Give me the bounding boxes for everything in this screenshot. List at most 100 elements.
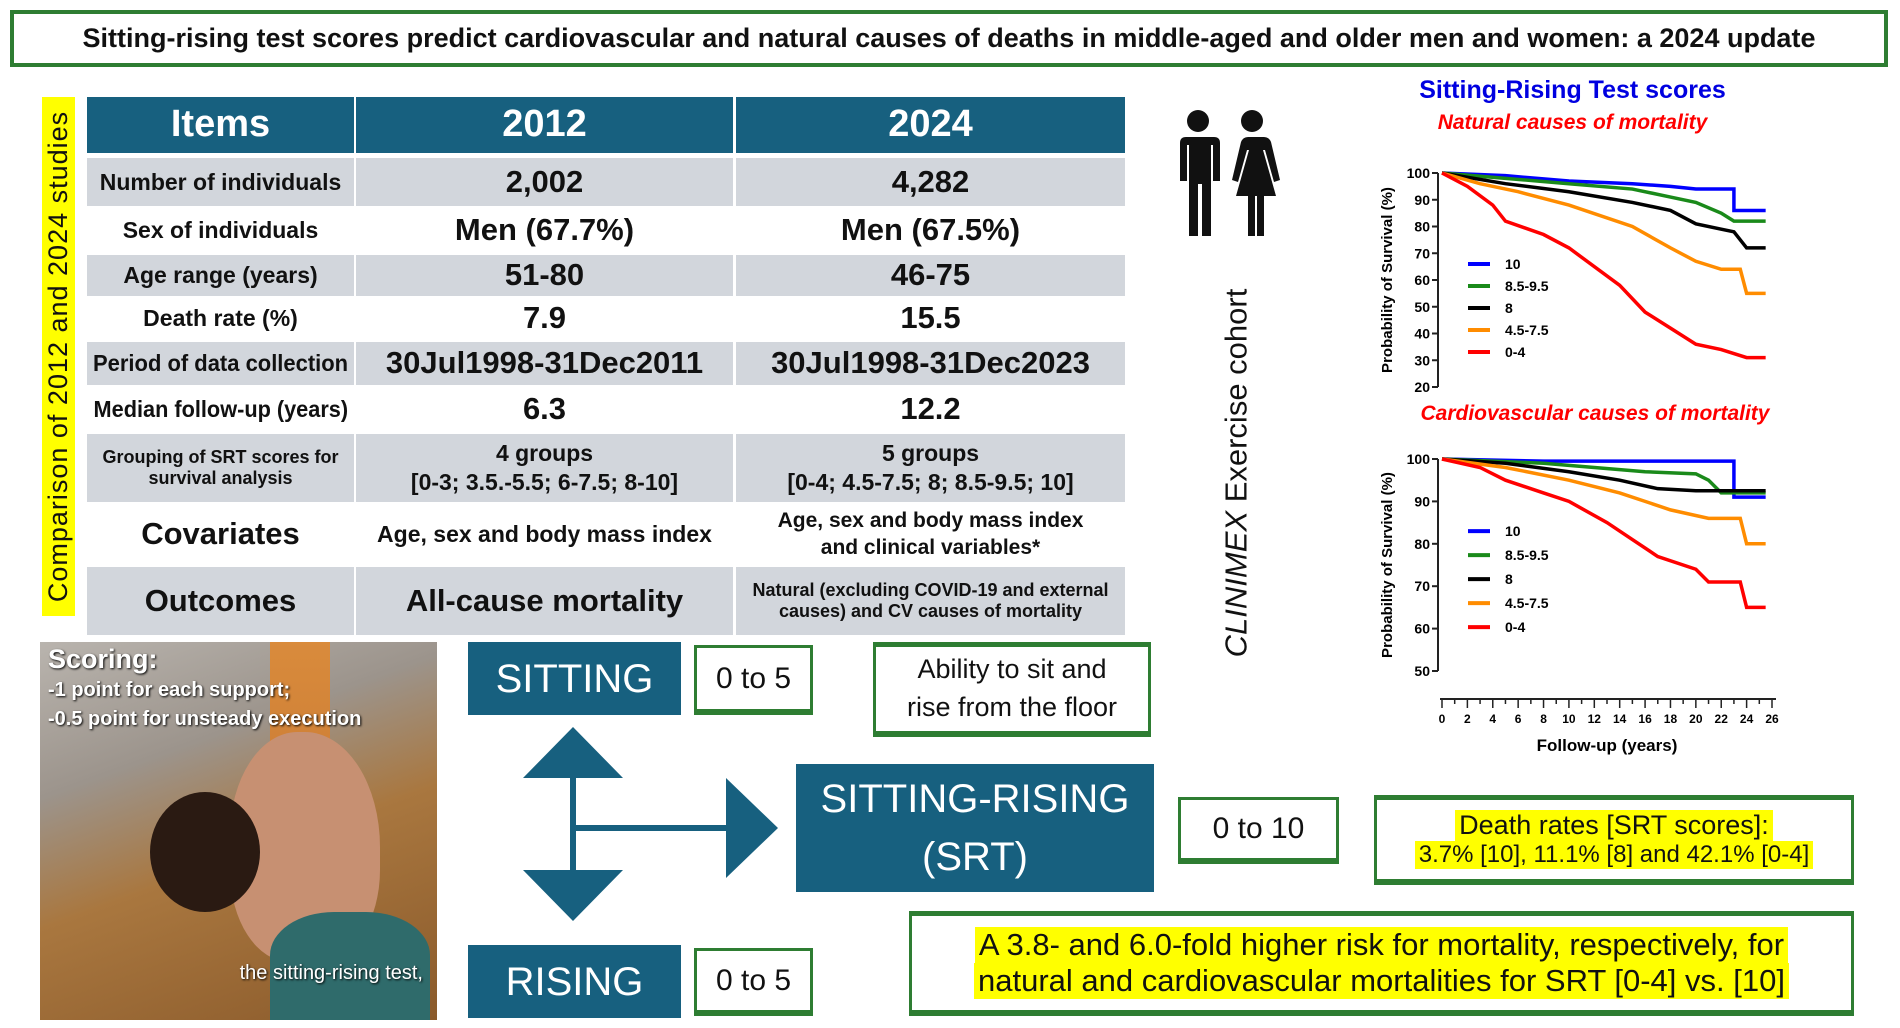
srt-line-2: (SRT) xyxy=(922,835,1028,879)
table-cell-2024: 4,282 xyxy=(736,158,1125,206)
table-header-1-text: 2012 xyxy=(502,103,587,146)
sitting-range-label: 0 to 5 xyxy=(715,661,792,695)
risk-box: A 3.8- and 6.0-fold higher risk for mort… xyxy=(909,911,1854,1016)
table-cell-2024-text: and clinical variables* xyxy=(820,535,1041,559)
table-row-label-text: Grouping of SRT scores for survival anal… xyxy=(102,447,339,488)
x-tick-label: 22 xyxy=(1715,712,1729,726)
table-cell-2012: 51-80 xyxy=(356,255,733,296)
srt-box: SITTING-RISING (SRT) xyxy=(796,764,1154,892)
legend-label: 0-4 xyxy=(1505,344,1525,360)
arrows-diagram xyxy=(523,727,778,921)
rising-box: RISING xyxy=(468,945,681,1018)
man-woman-icon xyxy=(1180,110,1280,236)
death-rates-box: Death rates [SRT scores]: 3.7% [10], 11.1… xyxy=(1374,795,1854,885)
side-label: Comparison of 2012 and 2024 studies xyxy=(42,97,75,616)
scoring-title: Scoring: xyxy=(48,644,158,674)
table-row-label: Death rate (%) xyxy=(87,298,354,339)
risk-line-2: natural and cardiovascular mortalities f… xyxy=(974,963,1789,999)
table-row-label: Grouping of SRT scores for survival anal… xyxy=(87,434,354,502)
sitting-label: SITTING xyxy=(495,656,654,701)
table-cell-2024: Age, sex and body mass index and clinical… xyxy=(736,504,1125,565)
y-tick-label: 60 xyxy=(1414,621,1430,637)
table-row-label: Number of individuals xyxy=(87,158,354,206)
x-tick-label: 26 xyxy=(1765,712,1779,726)
table-cell-2024-text: 5 groups xyxy=(881,440,980,467)
series-line-8 xyxy=(1441,457,1766,493)
table-cell-2012: 30Jul1998-31Dec2011 xyxy=(356,342,733,385)
table-cell-2024: Men (67.5%) xyxy=(736,208,1125,252)
rising-range-label: 0 to 5 xyxy=(715,963,792,997)
series-line-4.5-7.5 xyxy=(1441,171,1766,296)
table-row-label-text: Period of data collection xyxy=(92,350,349,377)
table-cell-2012: Age, sex and body mass index xyxy=(356,504,733,565)
srt-range-box: 0 to 10 xyxy=(1178,797,1339,864)
table-row-label: Covariates xyxy=(87,504,354,565)
cohort-name: CLINIMEX xyxy=(1218,510,1253,658)
x-tick-label: 10 xyxy=(1562,712,1576,726)
x-tick-label: 18 xyxy=(1664,712,1678,726)
cohort-label: CLINIMEX Exercise cohort xyxy=(1218,273,1254,673)
death-rates-line-2: 3.7% [10], 11.1% [8] and 42.1% [0-4] xyxy=(1414,841,1814,869)
x-tick-label: 8 xyxy=(1540,712,1547,726)
x-tick-label: 6 xyxy=(1515,712,1522,726)
ability-line-2: rise from the floor xyxy=(906,692,1118,722)
x-tick-label: 14 xyxy=(1613,712,1627,726)
table-cell-2012: 6.3 xyxy=(356,388,733,431)
legend-label: 8.5-9.5 xyxy=(1505,547,1549,563)
series-line-4.5-7.5 xyxy=(1441,457,1766,546)
y-tick-label: 100 xyxy=(1407,165,1431,181)
arrow-shaft-vertical xyxy=(570,778,576,870)
x-tick-label: 12 xyxy=(1588,712,1602,726)
table-cell-2024-text: 12.2 xyxy=(900,391,961,427)
arrow-shaft-horizontal xyxy=(576,825,746,831)
table-row-label-text: Number of individuals xyxy=(99,168,342,195)
table-cell-2024-text: Men (67.5%) xyxy=(840,211,1021,247)
table-header-0-text: Items xyxy=(170,103,271,146)
x-tick-label: 2 xyxy=(1464,712,1471,726)
y-axis-label: Probability of Survival (%) xyxy=(1379,472,1396,658)
arrow-up-icon xyxy=(523,727,623,778)
series-line-10 xyxy=(1441,171,1766,213)
y-tick-label: 100 xyxy=(1407,451,1431,467)
rising-range-box: 0 to 5 xyxy=(694,948,813,1016)
table-row-label: Sex of individuals xyxy=(87,208,354,252)
x-tick-label: 16 xyxy=(1638,712,1652,726)
photo-mat xyxy=(270,912,430,1020)
scoring-line-1: -1 point for each support; xyxy=(48,679,291,701)
x-tick-label: 4 xyxy=(1489,712,1496,726)
table-header-2: 2024 xyxy=(736,97,1125,153)
table-row-label-text: Sex of individuals xyxy=(122,216,319,243)
ability-line-1: Ability to sit and xyxy=(917,654,1107,685)
table-cell-2012-text: 2,002 xyxy=(505,163,584,199)
table-cell-2024-text: 46-75 xyxy=(890,257,971,293)
y-tick-label: 80 xyxy=(1414,536,1430,552)
legend-label: 10 xyxy=(1505,256,1521,272)
table-row-label: Outcomes xyxy=(87,567,354,635)
arrow-right-icon xyxy=(726,778,778,878)
charts-header: Sitting-Rising Test scores xyxy=(1419,76,1726,104)
table-cell-2012-text: 4 groups xyxy=(495,440,594,467)
y-tick-label: 30 xyxy=(1414,352,1430,368)
table-cell-2012-text: 6.3 xyxy=(522,391,567,427)
table-header-0: Items xyxy=(87,97,354,153)
legend-label: 10 xyxy=(1505,523,1521,539)
table-cell-2024: Natural (excluding COVID-19 and external… xyxy=(736,567,1125,635)
table-cell-2012: 4 groups [0-3; 3.5.-5.5; 6-7.5; 8-10] xyxy=(356,434,733,502)
table-cell-2012: 7.9 xyxy=(356,298,733,339)
series-line-0-4 xyxy=(1441,171,1766,360)
srt-range-label: 0 to 10 xyxy=(1212,812,1305,845)
series-line-0-4 xyxy=(1441,457,1766,610)
table-cell-2012-text: Men (67.7%) xyxy=(454,211,635,247)
table-cell-2012-text: 7.9 xyxy=(522,300,567,336)
y-tick-label: 90 xyxy=(1414,493,1430,509)
table-cell-2012-text: All-cause mortality xyxy=(405,582,684,618)
table-cell-2012-text: Age, sex and body mass index xyxy=(377,521,712,548)
table-cell-2012-text: 51-80 xyxy=(504,257,585,293)
y-tick-label: 20 xyxy=(1414,379,1430,395)
x-axis-label: Follow-up (years) xyxy=(1537,736,1678,755)
table-cell-2012: 2,002 xyxy=(356,158,733,206)
side-label-text: Comparison of 2012 and 2024 studies xyxy=(43,110,73,603)
risk-line-1: A 3.8- and 6.0-fold higher risk for mort… xyxy=(974,927,1789,963)
y-tick-label: 70 xyxy=(1414,245,1430,261)
